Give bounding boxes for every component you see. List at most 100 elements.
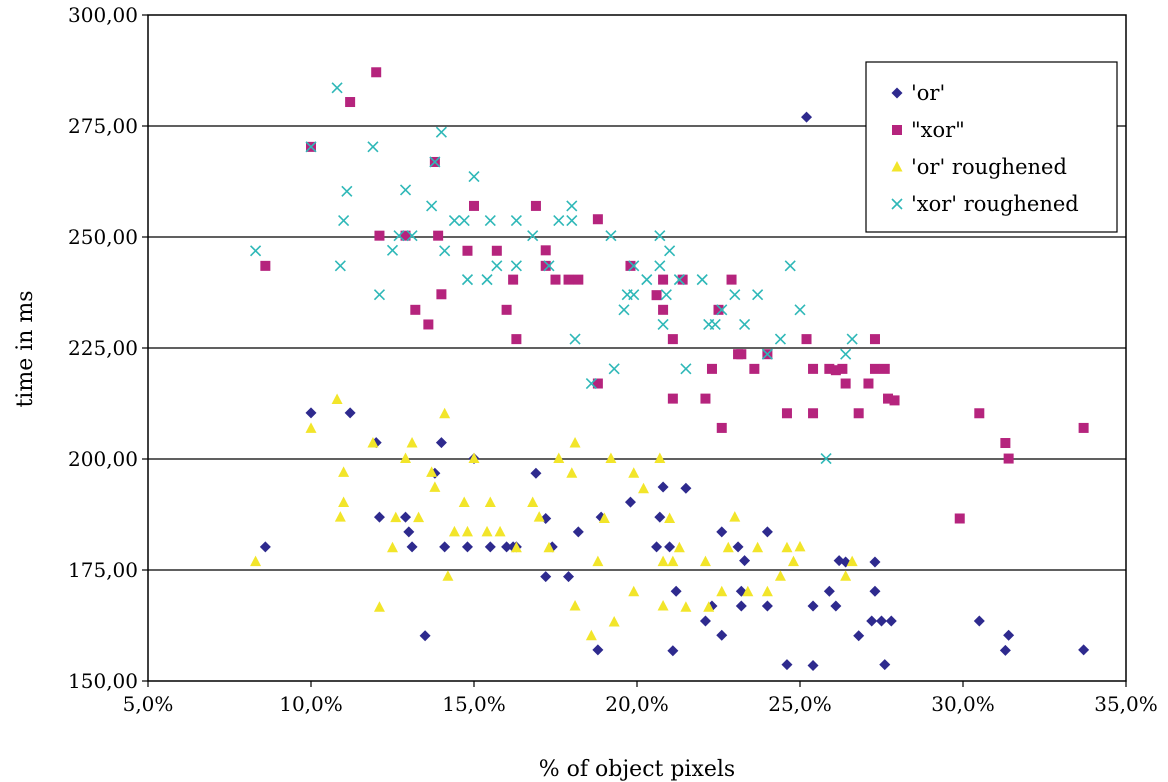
- data-point: [426, 200, 438, 212]
- data-point: [889, 395, 900, 406]
- data-point: [830, 365, 841, 376]
- data-point: [484, 541, 496, 553]
- data-point: [808, 363, 819, 374]
- data-point: [716, 629, 728, 641]
- x-tick-label: 5,0%: [123, 692, 174, 716]
- legend-marker: [891, 198, 903, 210]
- data-point: [628, 289, 640, 301]
- data-point: [700, 393, 711, 404]
- data-point: [484, 215, 496, 227]
- data-point: [491, 245, 502, 256]
- data-point: [1078, 644, 1090, 656]
- data-point: [435, 437, 447, 449]
- data-point: [657, 481, 669, 493]
- data-point: [853, 630, 865, 642]
- data-point: [406, 230, 418, 242]
- data-point: [543, 541, 555, 553]
- data-point: [540, 245, 551, 256]
- data-point: [703, 601, 715, 612]
- data-point: [410, 304, 421, 315]
- data-point: [654, 452, 666, 464]
- data-point: [563, 274, 574, 285]
- data-point: [781, 541, 793, 553]
- data-point: [338, 466, 350, 477]
- data-point: [1003, 453, 1014, 464]
- data-point: [605, 230, 617, 242]
- series-0: [259, 111, 1090, 671]
- data-point: [373, 601, 385, 612]
- data-point: [761, 348, 773, 360]
- data-point: [426, 466, 438, 477]
- legend-item: 'or' roughened: [891, 155, 1067, 179]
- data-point: [641, 274, 653, 286]
- data-point: [657, 555, 669, 567]
- data-point: [550, 274, 561, 285]
- data-point: [484, 496, 496, 508]
- legend-label: 'xor' roughened: [911, 192, 1079, 216]
- data-point: [442, 570, 454, 581]
- data-point: [618, 304, 630, 316]
- data-point: [699, 615, 711, 627]
- data-point: [439, 407, 451, 419]
- data-point: [739, 318, 751, 331]
- data-point: [569, 599, 581, 611]
- data-point: [608, 615, 620, 627]
- data-point: [250, 555, 262, 567]
- data-point: [481, 525, 493, 537]
- y-tick-label: 300,00: [68, 3, 138, 27]
- data-point: [462, 245, 473, 256]
- data-point: [863, 378, 874, 389]
- data-point: [628, 260, 640, 272]
- data-point: [566, 467, 578, 478]
- y-tick-label: 200,00: [68, 447, 138, 471]
- data-point: [664, 512, 676, 523]
- data-point: [510, 260, 522, 272]
- data-point: [716, 585, 728, 597]
- data-point: [716, 304, 728, 316]
- data-point: [433, 230, 444, 241]
- y-axis-title: time in ms: [13, 290, 38, 407]
- data-point: [879, 659, 891, 671]
- data-point: [543, 260, 555, 272]
- data-point: [461, 525, 473, 537]
- data-point: [869, 334, 880, 345]
- data-point: [677, 274, 688, 285]
- y-axis-ticks: 150,00 175,00 200,00 225,00 250,00 275,00 300,…: [68, 3, 148, 693]
- data-point: [774, 570, 786, 581]
- data-point: [628, 467, 640, 478]
- data-point: [657, 599, 669, 611]
- data-point: [664, 245, 676, 257]
- data-point: [837, 363, 848, 374]
- data-point: [419, 630, 431, 642]
- data-point: [423, 319, 434, 330]
- data-point: [696, 274, 708, 286]
- data-point: [722, 541, 734, 553]
- y-tick-label: 150,00: [68, 669, 138, 693]
- data-point: [869, 363, 880, 374]
- data-point: [726, 274, 737, 285]
- data-point: [879, 363, 890, 374]
- data-point: [598, 512, 610, 523]
- data-point: [680, 482, 692, 494]
- data-point: [494, 525, 506, 537]
- data-point: [260, 260, 271, 271]
- data-point: [866, 615, 878, 627]
- data-point: [774, 333, 787, 345]
- data-point: [840, 348, 852, 360]
- data-point: [716, 422, 727, 433]
- data-point: [709, 318, 721, 331]
- data-point: [651, 541, 663, 553]
- data-point: [667, 334, 678, 345]
- legend-label: 'or' roughened: [911, 155, 1067, 179]
- data-point: [374, 230, 385, 241]
- data-point: [566, 200, 578, 212]
- data-point: [1003, 629, 1015, 641]
- data-point: [448, 215, 461, 227]
- legend-label: "xor": [911, 118, 965, 142]
- data-point: [371, 67, 382, 78]
- data-point: [553, 452, 565, 464]
- data-point: [572, 526, 584, 538]
- data-point: [869, 556, 881, 568]
- data-point: [699, 555, 711, 567]
